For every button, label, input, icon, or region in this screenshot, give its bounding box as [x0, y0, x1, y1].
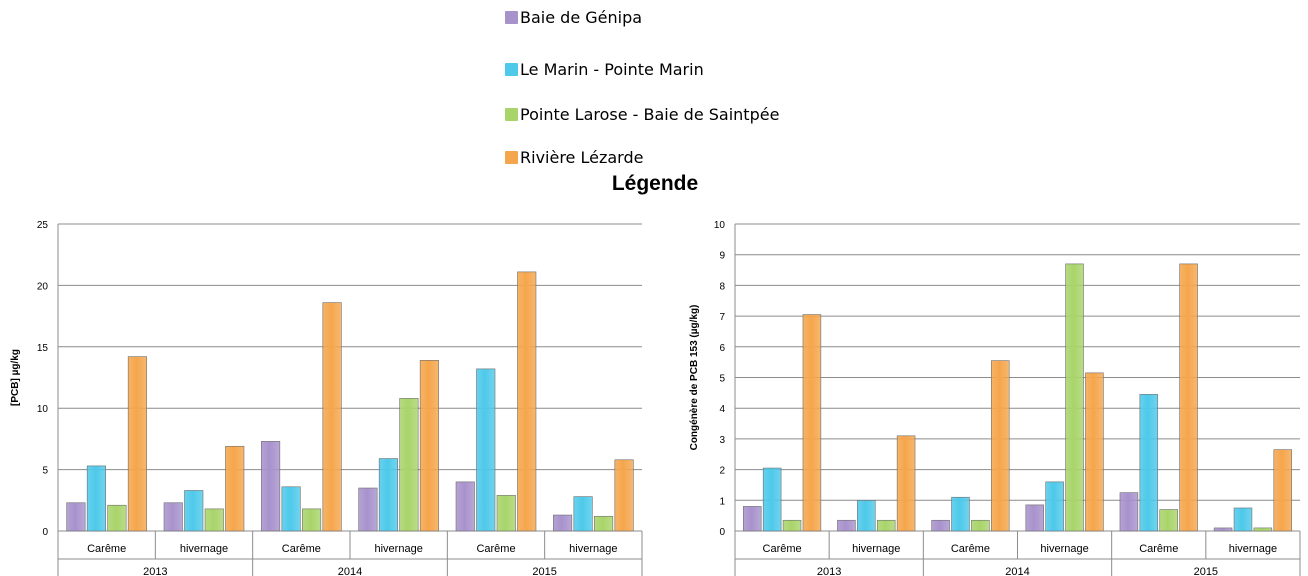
- legend-item-baie-de-genipa: Baie de Génipa: [505, 8, 642, 28]
- bar-le-marin-pointe-marin-1: [762, 467, 782, 532]
- bar-riviere-lezarde-1: [127, 356, 147, 532]
- legend-swatch-riviere-lezarde: [505, 151, 518, 164]
- bar-riviere-lezarde-4: [1085, 372, 1104, 532]
- x-tick-label: hivernage: [1229, 543, 1277, 555]
- year-label: 2014: [338, 566, 362, 576]
- bar-le-marin-pointe-marin-2: [857, 499, 876, 532]
- year-label: 2015: [1194, 566, 1218, 576]
- x-tick-label: Carême: [951, 543, 990, 555]
- bar-riviere-lezarde-1: [802, 314, 822, 532]
- bar-baie-de-genipa-4: [358, 487, 378, 532]
- bar-riviere-lezarde-2: [896, 435, 916, 532]
- bar-pointe-larose-baie-de-saintpee-3: [302, 508, 322, 532]
- bar-le-marin-pointe-marin-3: [951, 496, 970, 532]
- bar-riviere-lezarde-6: [1273, 449, 1293, 532]
- bar-pointe-larose-baie-de-saintpee-6: [1253, 527, 1273, 532]
- y-tick-label: 0: [42, 527, 48, 538]
- pcb-total-chart: 0 5 10 15 20 25 [PCB] µg/kg Carême hivernage Carê…: [10, 220, 643, 576]
- bar-le-marin-pointe-marin-1: [86, 465, 106, 532]
- bar-baie-de-genipa-3: [261, 441, 281, 532]
- bar-baie-de-genipa-1: [66, 502, 86, 532]
- bar-pointe-larose-baie-de-saintpee-4: [1065, 263, 1084, 532]
- y-tick-label: 10: [714, 220, 726, 231]
- bar-baie-de-genipa-4: [1025, 504, 1044, 532]
- bar-baie-de-genipa-2: [837, 519, 856, 532]
- y-axis-label: Congénère de PCB 153 (µg/kg): [689, 305, 700, 451]
- bar-pointe-larose-baie-de-saintpee-1: [107, 504, 127, 532]
- legend-label: Le Marin - Pointe Marin: [520, 60, 704, 79]
- x-tick-label: Carême: [763, 543, 802, 555]
- legend-label: Baie de Génipa: [520, 8, 643, 27]
- y-tick-label: 25: [37, 220, 49, 231]
- legend-swatch-baie-de-genipa: [505, 11, 518, 24]
- bar-baie-de-genipa-2: [163, 502, 183, 532]
- y-tick-label: 6: [719, 343, 725, 354]
- y-tick-label: 7: [719, 312, 725, 323]
- y-tick-label: 9: [719, 251, 725, 262]
- legend-swatch-le-marin: [505, 63, 518, 76]
- bar-pointe-larose-baie-de-saintpee-5: [496, 495, 516, 532]
- bar-le-marin-pointe-marin-3: [281, 486, 301, 532]
- x-tick-label: hivernage: [852, 543, 900, 555]
- x-tick-label: Carême: [1139, 543, 1178, 555]
- bar-riviere-lezarde-3: [991, 360, 1010, 532]
- bar-le-marin-pointe-marin-6: [573, 496, 593, 532]
- bar-pointe-larose-baie-de-saintpee-2: [876, 519, 896, 532]
- bar-riviere-lezarde-5: [517, 271, 537, 532]
- bar-riviere-lezarde-4: [419, 360, 439, 532]
- bar-baie-de-genipa-6: [1213, 527, 1233, 532]
- bar-le-marin-pointe-marin-5: [1139, 394, 1159, 532]
- x-tick-label: Carême: [87, 543, 126, 555]
- bar-le-marin-pointe-marin-2: [184, 490, 204, 532]
- bar-baie-de-genipa-5: [455, 481, 475, 532]
- y-tick-label: 10: [37, 404, 49, 415]
- bar-pointe-larose-baie-de-saintpee-3: [971, 519, 990, 532]
- y-tick-label: 20: [37, 281, 49, 292]
- bar-baie-de-genipa-3: [931, 519, 950, 532]
- y-tick-label: 0: [719, 527, 725, 538]
- x-tick-label: hivernage: [1040, 543, 1088, 555]
- bar-le-marin-pointe-marin-4: [1045, 481, 1064, 532]
- bar-baie-de-genipa-1: [742, 506, 762, 532]
- y-tick-label: 5: [42, 466, 48, 477]
- bar-pointe-larose-baie-de-saintpee-1: [782, 519, 802, 532]
- y-axis-label: [PCB] µg/kg: [10, 349, 21, 406]
- bar-baie-de-genipa-6: [553, 514, 573, 532]
- x-tick-label: hivernage: [375, 543, 423, 555]
- legend-title: Légende: [611, 172, 699, 195]
- bar-pointe-larose-baie-de-saintpee-2: [204, 508, 224, 532]
- legend-item-le-marin: Le Marin - Pointe Marin: [505, 60, 704, 80]
- legend-item-riviere-lezarde: Rivière Lézarde: [505, 148, 643, 168]
- year-label: 2015: [532, 566, 556, 576]
- bar-riviere-lezarde-5: [1179, 263, 1198, 532]
- bar-le-marin-pointe-marin-6: [1233, 507, 1253, 532]
- y-tick-label: 4: [719, 404, 725, 415]
- y-tick-label: 8: [719, 281, 725, 292]
- legend-label: Pointe Larose - Baie de Saintpée: [520, 105, 780, 124]
- bar-pointe-larose-baie-de-saintpee-4: [399, 398, 419, 532]
- year-label: 2014: [1005, 566, 1029, 576]
- y-tick-label: 3: [719, 435, 725, 446]
- bar-le-marin-pointe-marin-4: [378, 458, 398, 532]
- legend-swatch-pointe-larose: [505, 108, 518, 121]
- legend-item-pointe-larose: Pointe Larose - Baie de Saintpée: [505, 105, 779, 125]
- bar-riviere-lezarde-6: [614, 459, 634, 532]
- bar-le-marin-pointe-marin-5: [476, 368, 496, 532]
- bar-pointe-larose-baie-de-saintpee-6: [594, 515, 614, 532]
- x-tick-label: hivernage: [569, 543, 617, 555]
- year-label: 2013: [143, 566, 167, 576]
- bar-baie-de-genipa-5: [1119, 492, 1139, 532]
- legend-label: Rivière Lézarde: [520, 148, 644, 167]
- y-tick-label: 15: [37, 343, 49, 354]
- y-tick-label: 5: [719, 374, 725, 385]
- x-tick-label: hivernage: [180, 543, 228, 555]
- year-label: 2013: [817, 566, 841, 576]
- y-tick-label: 1: [719, 496, 725, 507]
- bar-pointe-larose-baie-de-saintpee-5: [1159, 509, 1178, 532]
- bar-riviere-lezarde-2: [225, 445, 245, 532]
- x-tick-label: Carême: [476, 543, 515, 555]
- y-tick-label: 2: [719, 466, 725, 477]
- bar-riviere-lezarde-3: [322, 302, 342, 532]
- x-tick-label: Carême: [282, 543, 321, 555]
